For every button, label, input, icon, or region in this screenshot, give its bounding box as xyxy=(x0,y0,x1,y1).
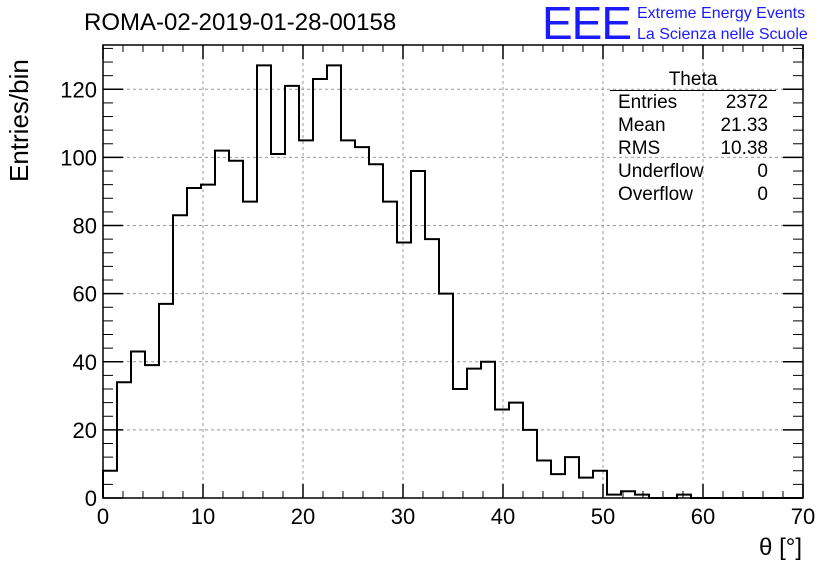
stats-value: 0 xyxy=(757,184,768,205)
histogram-bin xyxy=(229,161,243,498)
y-tick-label: 40 xyxy=(73,350,97,375)
stats-value: 10.38 xyxy=(720,138,768,159)
histogram-bin xyxy=(159,304,173,498)
histogram-bin xyxy=(299,140,313,498)
chart-title: ROMA-02-2019-01-28-00158 xyxy=(84,9,397,36)
histogram-bin xyxy=(215,151,229,498)
y-tick-label: 100 xyxy=(60,145,97,170)
x-tick-label: 10 xyxy=(191,504,215,529)
stats-label: RMS xyxy=(618,138,661,159)
tick-labels: 0 10 20 30 40 50 60 70 0 20 40 60 80 100 120 xyxy=(60,77,815,529)
stats-row-mean: Mean 21.33 xyxy=(610,114,776,137)
histogram-bin xyxy=(313,79,327,498)
histogram-bin xyxy=(117,382,131,498)
stats-value: 0 xyxy=(757,161,768,182)
histogram-bin xyxy=(131,352,145,498)
histogram-bin xyxy=(327,65,341,498)
histogram-bin xyxy=(397,243,411,498)
stats-label: Mean xyxy=(618,115,666,136)
plot-frame xyxy=(102,44,804,499)
logo-line-1: Extreme Energy Events xyxy=(637,5,806,22)
histogram-bin xyxy=(495,409,509,498)
x-tick-label: 0 xyxy=(97,504,109,529)
stats-label: Overflow xyxy=(618,184,693,205)
histogram-bin xyxy=(565,457,579,498)
histogram-bin xyxy=(537,461,551,498)
histogram-bin xyxy=(453,389,467,498)
y-tick-label: 80 xyxy=(73,214,97,239)
histogram-bin xyxy=(257,65,271,498)
histogram-bin xyxy=(145,365,159,498)
histogram-outline xyxy=(102,64,803,499)
histogram-bin xyxy=(341,140,355,498)
y-tick-label: 0 xyxy=(85,486,97,511)
histogram-bin xyxy=(173,215,187,498)
x-tick-label: 70 xyxy=(791,504,815,529)
y-tick-label: 20 xyxy=(73,418,97,443)
histogram-bin xyxy=(467,369,481,498)
stats-row-underflow: Underflow 0 xyxy=(610,160,776,183)
x-tick-label: 40 xyxy=(491,504,515,529)
histogram-bin xyxy=(369,164,383,498)
x-tick-label: 60 xyxy=(691,504,715,529)
stats-value: 2372 xyxy=(725,92,768,113)
stats-row-rms: RMS 10.38 xyxy=(610,137,776,160)
histogram-bin xyxy=(425,239,439,498)
eee-logo: EEE xyxy=(542,0,632,49)
histogram-bin xyxy=(271,154,285,498)
y-axis-label: Entries/bin xyxy=(4,59,34,182)
axis-ticks xyxy=(102,45,804,499)
stats-label: Underflow xyxy=(618,161,704,182)
stats-box: Theta Entries 2372 Mean 21.33 RMS 10.38 … xyxy=(610,70,776,206)
histogram-bin xyxy=(439,294,453,498)
y-tick-label: 60 xyxy=(73,282,97,307)
stats-row-entries: Entries 2372 xyxy=(610,91,776,114)
histogram-bin xyxy=(593,471,607,498)
histogram-bin xyxy=(355,147,369,498)
histogram-bin xyxy=(579,478,593,498)
histogram-bin xyxy=(187,188,201,498)
histogram-bin xyxy=(285,86,299,498)
logo-line-2: La Scienza nelle Scuole xyxy=(637,26,808,43)
x-tick-label: 30 xyxy=(391,504,415,529)
x-tick-label: 20 xyxy=(291,504,315,529)
stats-row-overflow: Overflow 0 xyxy=(610,183,776,206)
histogram-bin xyxy=(523,430,537,498)
histogram-bin xyxy=(243,202,257,498)
x-tick-label: 50 xyxy=(591,504,615,529)
stats-title: Theta xyxy=(610,70,776,91)
histogram-bin xyxy=(411,171,425,498)
histogram-bin xyxy=(509,403,523,498)
y-tick-label: 120 xyxy=(60,77,97,102)
histogram-bin xyxy=(383,202,397,498)
stats-label: Entries xyxy=(618,92,678,113)
stats-value: 21.33 xyxy=(720,115,768,136)
x-axis-label: θ [°] xyxy=(759,534,802,561)
